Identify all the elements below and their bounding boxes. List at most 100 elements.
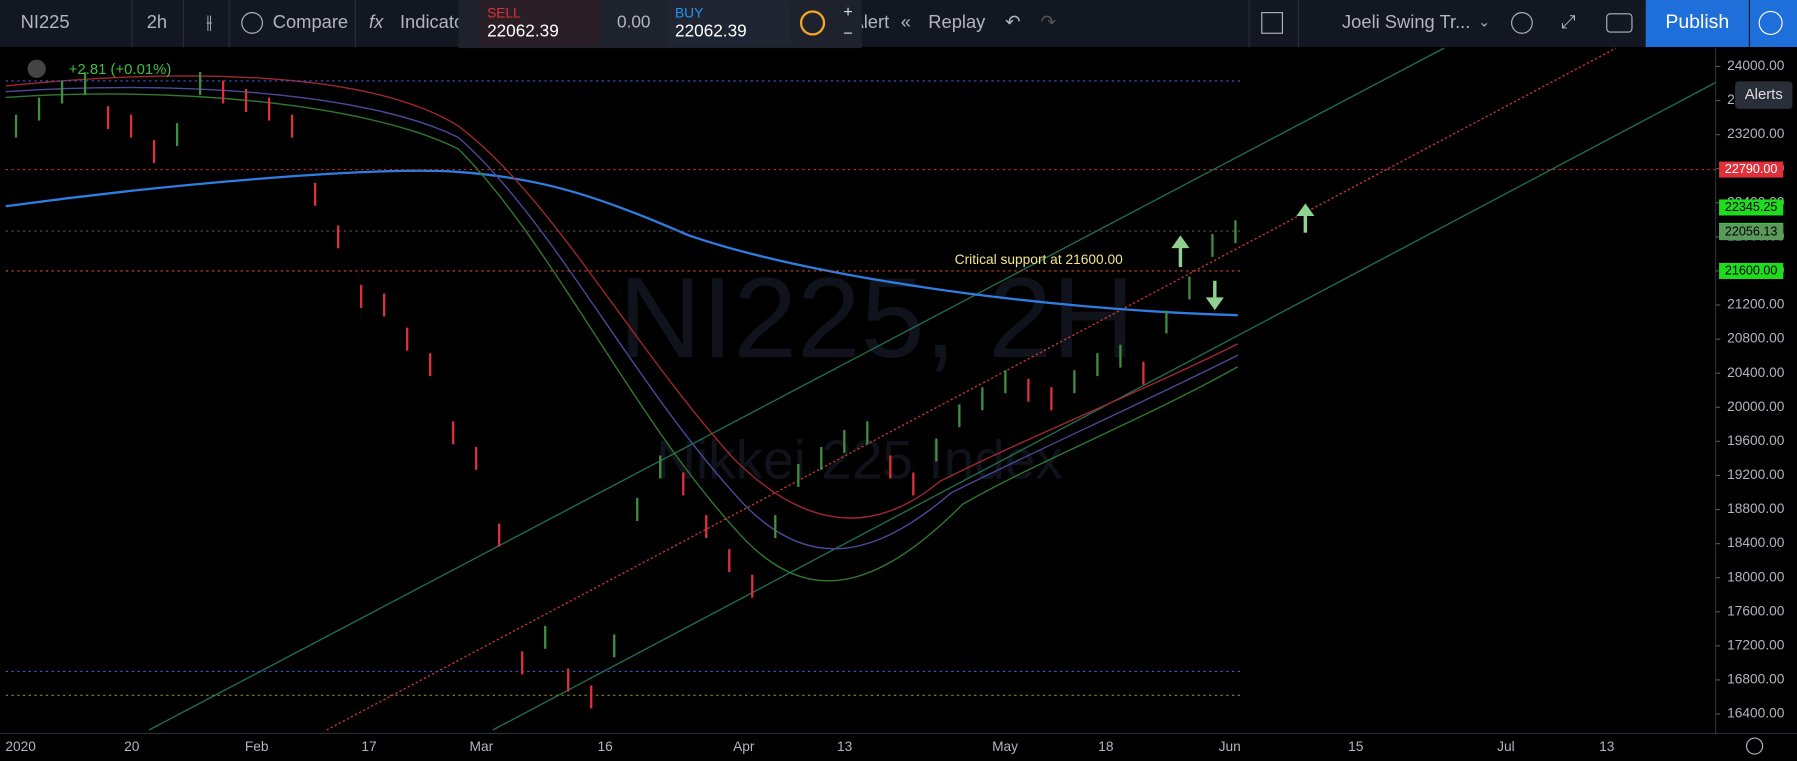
x-tick-label: 16 xyxy=(597,739,613,754)
y-tick-label: 18800.00 xyxy=(1727,501,1785,516)
price-bar xyxy=(1119,344,1122,368)
price-bar xyxy=(429,353,432,377)
replay[interactable]: Replay xyxy=(928,11,986,32)
price-tag-label: 22790.00 xyxy=(1725,162,1778,176)
x-tick-label: 2020 xyxy=(5,739,36,754)
alerts-button[interactable] xyxy=(1735,81,1793,109)
y-tick-label: 20800.00 xyxy=(1727,331,1785,346)
price-bar xyxy=(797,463,800,487)
x-tick-label: 13 xyxy=(1599,739,1615,754)
price-tag xyxy=(1719,262,1784,279)
compare-icon xyxy=(241,12,264,34)
sell-label: SELL xyxy=(487,5,521,20)
layout-name[interactable]: Joeli Swing Tr... xyxy=(1342,11,1470,32)
price-bar xyxy=(820,446,823,470)
annotation: Critical support at 21600.00 xyxy=(955,252,1124,267)
compare[interactable]: Compare xyxy=(273,11,348,32)
price-bar xyxy=(705,515,708,539)
qty-minus[interactable]: − xyxy=(843,25,852,43)
redo[interactable]: ↷ xyxy=(1041,11,1056,32)
interval[interactable]: 2h xyxy=(147,11,167,32)
snapshot[interactable] xyxy=(1606,13,1633,33)
price-bar xyxy=(774,515,777,539)
price-bar xyxy=(498,523,501,547)
price-tag-label: 22056.13 xyxy=(1725,224,1778,238)
toolbar xyxy=(0,0,1797,48)
price-bar xyxy=(912,472,915,496)
publish[interactable]: Publish xyxy=(1665,11,1729,33)
price-bar xyxy=(198,72,202,95)
price-bar xyxy=(1073,370,1076,394)
publish-button[interactable] xyxy=(1645,0,1749,48)
settings[interactable] xyxy=(1511,12,1533,34)
replay-icon: « xyxy=(901,11,911,32)
alerts[interactable]: Alerts xyxy=(1745,87,1783,103)
ma-200 xyxy=(5,169,1238,317)
y-tick-label: 17600.00 xyxy=(1727,603,1785,618)
trend-line xyxy=(326,47,1617,731)
arrow-head xyxy=(1171,235,1190,249)
sell-button[interactable] xyxy=(479,0,601,46)
x-tick-label: May xyxy=(992,739,1018,754)
y-tick-label: 18000.00 xyxy=(1727,569,1785,584)
price-bar xyxy=(981,387,984,411)
channel-upper xyxy=(148,47,1445,731)
info-icon[interactable] xyxy=(799,10,826,36)
price-bar xyxy=(337,225,340,249)
price-bar xyxy=(1050,387,1053,411)
price-tag xyxy=(1719,224,1784,241)
price-bar xyxy=(1234,220,1237,244)
x-tick-label: Feb xyxy=(245,739,269,754)
price-bar xyxy=(1027,378,1030,402)
price-bar xyxy=(1211,233,1214,257)
price-bar xyxy=(383,293,386,317)
price-tag xyxy=(1719,199,1784,216)
legend-toggle[interactable] xyxy=(27,59,46,78)
dropdown-caret[interactable]: ⌄ xyxy=(1478,15,1490,30)
fullscreen-box[interactable] xyxy=(1261,12,1283,34)
ma-blue xyxy=(5,86,1239,550)
price-bar xyxy=(935,438,938,462)
y-tick-label: 21200.00 xyxy=(1727,297,1785,312)
y-tick-label: 18400.00 xyxy=(1727,535,1785,550)
bar-style-icon[interactable]: ⫲ xyxy=(206,11,212,32)
undo[interactable]: ↶ xyxy=(1005,11,1020,32)
x-tick-label: 20 xyxy=(124,739,140,754)
price-bar xyxy=(1142,361,1145,385)
x-tick-label: 17 xyxy=(361,739,376,754)
price-bar xyxy=(129,114,133,138)
price-bar xyxy=(60,80,64,104)
price-bar xyxy=(221,80,225,104)
price-bar xyxy=(406,327,409,351)
symbol[interactable]: NI225 xyxy=(21,11,70,32)
price-bar xyxy=(313,182,317,206)
price-bar xyxy=(613,634,616,658)
fullscreen[interactable]: ⤢ xyxy=(1561,11,1576,32)
qty-plus[interactable]: + xyxy=(843,3,852,21)
price-bar xyxy=(751,574,754,598)
buy-button[interactable] xyxy=(666,0,791,46)
price-bar xyxy=(244,89,248,113)
spread: 0.00 xyxy=(617,11,650,31)
price-bar xyxy=(590,685,593,709)
price-bar xyxy=(175,123,179,147)
price-bar xyxy=(475,446,478,470)
price-bar xyxy=(889,455,892,479)
price-bar xyxy=(290,114,294,138)
buy-label: BUY xyxy=(675,5,703,20)
legend-change: +2.81 (+0.01%) xyxy=(69,62,172,78)
price-bar xyxy=(843,429,846,453)
y-tick-label: 19200.00 xyxy=(1727,467,1785,482)
price-bar xyxy=(567,668,570,692)
price-bar xyxy=(544,625,547,649)
price-tag xyxy=(1719,161,1784,178)
y-tick-label: 16800.00 xyxy=(1727,672,1785,687)
x-tick-label: 15 xyxy=(1348,739,1364,754)
fx-icon: fx xyxy=(369,11,384,32)
play-button[interactable] xyxy=(1750,0,1797,48)
y-tick-label: 20000.00 xyxy=(1727,399,1785,414)
ma-red xyxy=(5,75,1239,519)
axis-settings[interactable] xyxy=(1746,737,1764,755)
